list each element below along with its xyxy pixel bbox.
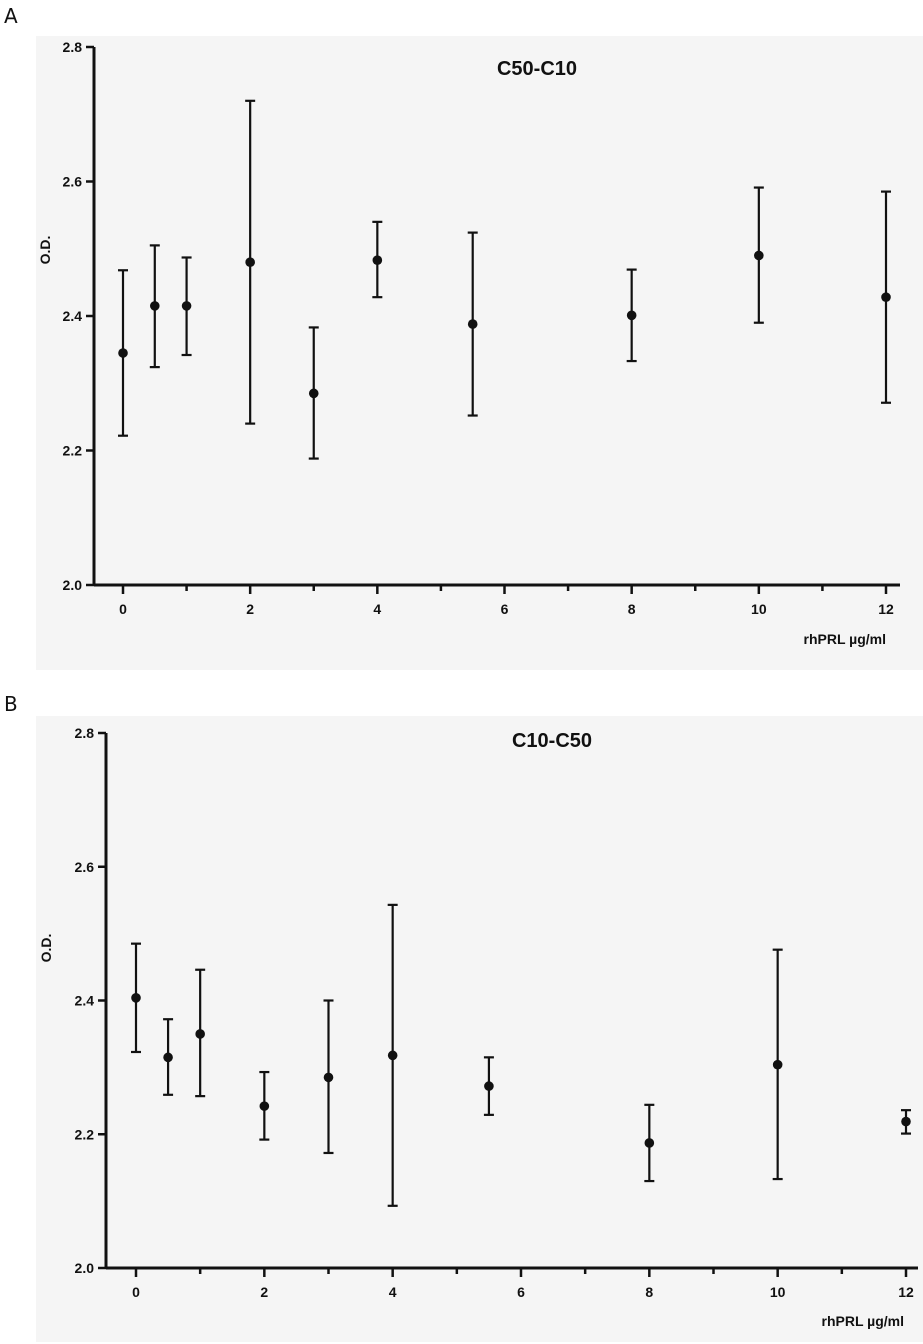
- data-point: [626, 310, 637, 321]
- panel-label-b: B: [4, 692, 18, 716]
- y-tick-label: 2.4: [63, 308, 83, 324]
- data-point: [387, 1050, 398, 1061]
- data-point: [484, 1081, 494, 1091]
- y-tick-label: 2.0: [75, 1260, 95, 1276]
- data-point: [372, 255, 383, 265]
- y-tick-label: 2.6: [63, 174, 83, 190]
- data-point: [323, 1072, 334, 1083]
- plot-background: [36, 36, 923, 670]
- data-point: [259, 1101, 270, 1111]
- data-point: [308, 388, 319, 399]
- data-point: [901, 1116, 911, 1127]
- x-tick-label: 8: [628, 601, 636, 617]
- y-axis-label: O.D.: [38, 934, 54, 963]
- x-tick-label: 0: [132, 1284, 140, 1300]
- data-point: [644, 1138, 655, 1148]
- y-tick-label: 2.8: [63, 39, 83, 55]
- x-tick-label: 4: [389, 1284, 397, 1300]
- plot-background: [36, 716, 923, 1342]
- y-tick-label: 2.4: [75, 993, 95, 1009]
- y-tick-label: 2.2: [75, 1126, 95, 1142]
- data-point: [245, 257, 255, 268]
- y-tick-label: 2.2: [63, 443, 83, 459]
- y-tick-label: 2.6: [75, 859, 95, 875]
- x-tick-label: 10: [751, 601, 767, 617]
- chart-panel-b: B 2.0 2.2 2.4 2.6 2.8 0 2 4 6 8 10 12 C10-C50 rhPRL µ…: [0, 672, 923, 1344]
- x-tick-label: 8: [645, 1284, 653, 1300]
- data-point: [181, 301, 192, 311]
- x-tick-label: 2: [260, 1284, 268, 1300]
- x-tick-label: 12: [878, 601, 894, 617]
- x-tick-label: 12: [898, 1284, 914, 1300]
- y-tick-label: 2.8: [75, 725, 95, 741]
- data-point: [195, 1029, 205, 1039]
- data-point: [467, 319, 478, 329]
- x-axis-label: rhPRL µg/ml: [822, 1313, 904, 1329]
- data-point: [881, 292, 891, 302]
- x-axis-label: rhPRL µg/ml: [804, 631, 886, 647]
- data-point: [149, 301, 160, 311]
- y-tick-label: 2.0: [63, 577, 83, 593]
- chart-b-svg: 2.0 2.2 2.4 2.6 2.8 0 2 4 6 8 10 12 C10-C50 rhPRL µg/…: [36, 716, 923, 1342]
- data-point: [754, 250, 764, 261]
- x-tick-label: 2: [246, 601, 254, 617]
- data-point: [772, 1059, 783, 1070]
- chart-title: C50-C10: [497, 58, 577, 80]
- data-point: [118, 348, 128, 358]
- panel-label-a: A: [4, 4, 18, 28]
- x-tick-label: 0: [119, 601, 127, 617]
- x-tick-label: 10: [770, 1284, 786, 1300]
- chart-panel-a: A 2.0 2.2 2.4 2.6 2.8 0 2 4 6 8 10 12 C50-C10 rhPRL µ…: [4, 4, 923, 670]
- chart-a-svg: 2.0 2.2 2.4 2.6 2.8 0 2 4 6 8 10 12 C50-C10 rhPRL µg/…: [36, 36, 923, 670]
- chart-title: C10-C50: [512, 730, 592, 752]
- y-axis-label: O.D.: [37, 236, 53, 265]
- data-point: [131, 993, 141, 1003]
- x-tick-label: 6: [517, 1284, 525, 1300]
- x-tick-label: 4: [373, 601, 381, 617]
- data-point: [163, 1052, 173, 1063]
- x-tick-label: 6: [501, 601, 509, 617]
